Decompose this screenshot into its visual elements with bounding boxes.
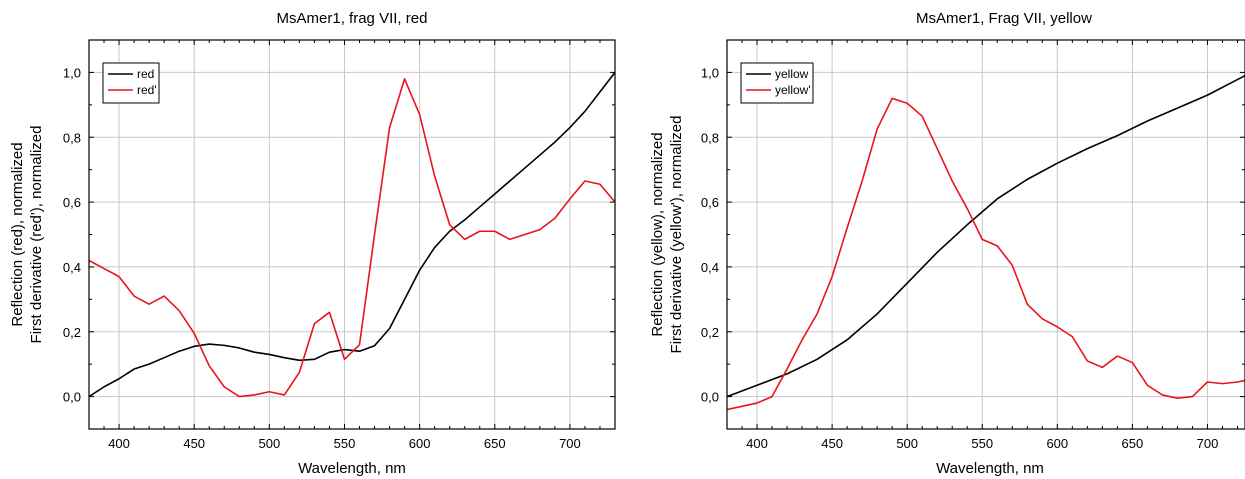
- legend-label: red': [137, 83, 157, 97]
- legend-label: red: [137, 67, 154, 81]
- y-axis-label-line1: Reflection (yellow), normalized: [649, 132, 666, 336]
- legend: red red': [102, 62, 160, 104]
- y-tick-label: 0,4: [63, 260, 81, 275]
- y-tick-label: 0,6: [63, 195, 81, 210]
- y-tick-label: 0,8: [701, 130, 719, 145]
- x-tick-label: 500: [896, 436, 918, 451]
- x-tick-label: 700: [1197, 436, 1219, 451]
- series-line-reflection: [89, 71, 615, 398]
- x-tick-label: 400: [108, 436, 130, 451]
- y-tick-label: 0,6: [701, 195, 719, 210]
- legend-box: [740, 62, 814, 104]
- y-axis-label-line1: Reflection (red), normalized: [9, 142, 26, 326]
- chart-title: MsAmer1, Frag VII, yellow: [916, 10, 1092, 27]
- x-tick-label: 600: [1046, 436, 1068, 451]
- x-tick-label: 700: [559, 436, 581, 451]
- series-line-derivative: [89, 78, 615, 398]
- legend-label: yellow: [775, 67, 809, 81]
- x-tick-label: 600: [409, 436, 431, 451]
- y-tick-label: 0,0: [701, 390, 719, 405]
- chart-title: MsAmer1, frag VII, red: [277, 10, 428, 27]
- y-axis-label-line2: First derivative (red'), normalized: [28, 126, 45, 344]
- x-tick-label: 550: [971, 436, 993, 451]
- x-tick-label: 650: [484, 436, 506, 451]
- x-tick-label: 650: [1122, 436, 1144, 451]
- legend-box: [102, 62, 160, 104]
- chart-panel-2: 400 450 500 550 600 650 700 0,0 0,2 0,4 0,6 0,8 1,0 M…: [649, 10, 1245, 477]
- y-tick-label: 0,0: [63, 390, 81, 405]
- chart-panel-1: 400 450 500 550 600 650 700 0,0 0,2 0,4 0,6 0,8 1,0 M…: [9, 10, 616, 477]
- x-axis-label: Wavelength, nm: [936, 460, 1044, 477]
- legend: yellow yellow': [740, 62, 814, 104]
- y-tick-label: 0,4: [701, 260, 719, 275]
- series-line-derivative: [727, 97, 1245, 411]
- x-tick-label: 450: [183, 436, 205, 451]
- x-tick-label: 450: [821, 436, 843, 451]
- y-axis-label-line2: First derivative (yellow'), normalized: [668, 116, 685, 354]
- legend-label: yellow': [775, 83, 811, 97]
- y-tick-label: 1,0: [701, 65, 719, 80]
- x-tick-label: 400: [746, 436, 768, 451]
- series-line-reflection: [727, 74, 1245, 398]
- x-axis-label: Wavelength, nm: [298, 460, 406, 477]
- y-tick-label: 0,2: [63, 325, 81, 340]
- x-tick-label: 500: [258, 436, 280, 451]
- x-tick-label: 550: [334, 436, 356, 451]
- plot-frame: [726, 39, 1245, 430]
- y-tick-label: 0,2: [701, 325, 719, 340]
- y-tick-label: 0,8: [63, 130, 81, 145]
- y-tick-label: 1,0: [63, 65, 81, 80]
- plot-frame: [88, 39, 616, 430]
